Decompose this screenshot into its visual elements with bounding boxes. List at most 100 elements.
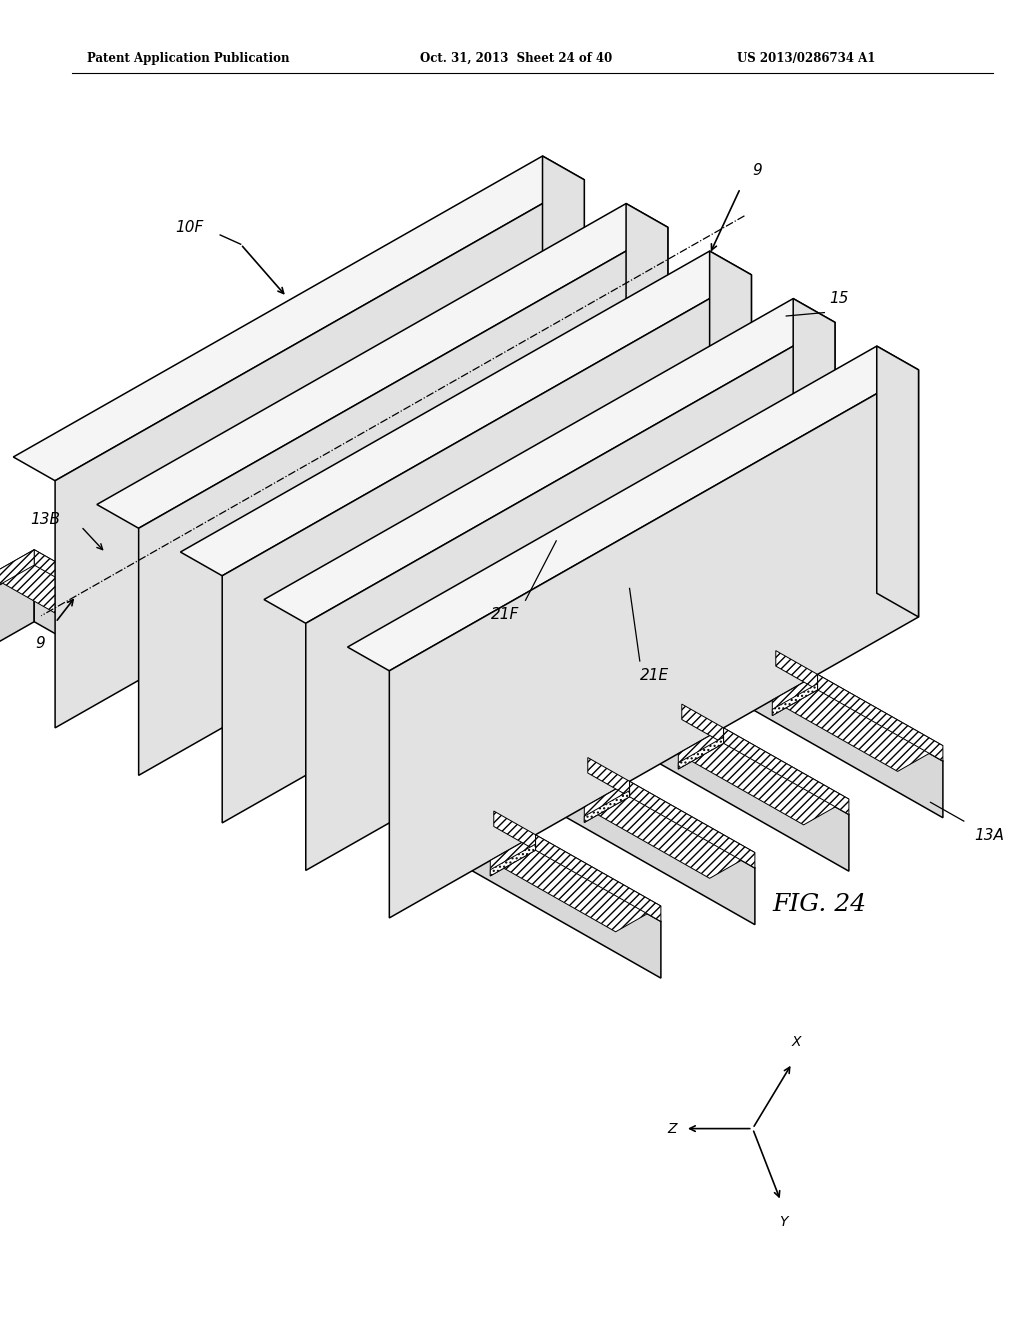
Polygon shape — [431, 561, 473, 601]
Polygon shape — [83, 496, 755, 878]
Polygon shape — [222, 442, 849, 814]
Polygon shape — [525, 508, 567, 548]
Polygon shape — [438, 494, 483, 525]
Polygon shape — [337, 615, 379, 655]
Polygon shape — [626, 203, 668, 474]
Polygon shape — [316, 405, 943, 817]
Polygon shape — [83, 512, 755, 894]
Polygon shape — [180, 251, 752, 576]
Polygon shape — [306, 322, 835, 870]
Polygon shape — [34, 549, 660, 921]
Polygon shape — [521, 532, 567, 573]
Polygon shape — [334, 648, 379, 680]
Polygon shape — [411, 763, 452, 803]
Polygon shape — [264, 298, 835, 623]
Polygon shape — [501, 743, 546, 775]
Polygon shape — [521, 541, 567, 573]
Text: 9: 9 — [36, 636, 45, 651]
Polygon shape — [598, 656, 640, 696]
Polygon shape — [347, 346, 919, 671]
Polygon shape — [494, 810, 536, 850]
Text: 13B: 13B — [31, 512, 60, 527]
Text: 9: 9 — [753, 162, 763, 178]
Polygon shape — [421, 663, 463, 702]
Polygon shape — [794, 298, 835, 569]
Polygon shape — [689, 627, 734, 668]
Polygon shape — [128, 496, 755, 869]
Polygon shape — [55, 180, 585, 727]
Polygon shape — [254, 568, 295, 607]
Polygon shape — [772, 684, 817, 715]
Polygon shape — [222, 275, 752, 822]
Polygon shape — [250, 591, 295, 632]
Polygon shape — [0, 549, 34, 591]
Polygon shape — [0, 565, 34, 647]
Polygon shape — [678, 737, 724, 770]
Polygon shape — [128, 512, 755, 924]
Polygon shape — [240, 701, 285, 734]
Polygon shape — [324, 739, 369, 781]
Polygon shape — [83, 496, 128, 537]
Polygon shape — [689, 636, 734, 668]
Polygon shape — [240, 692, 285, 734]
Polygon shape — [595, 680, 640, 722]
Polygon shape — [0, 565, 660, 948]
Polygon shape — [490, 843, 536, 876]
Polygon shape — [177, 458, 849, 841]
Polygon shape — [692, 603, 734, 643]
Polygon shape — [327, 715, 369, 755]
Polygon shape — [504, 710, 546, 750]
Text: 15: 15 — [829, 290, 849, 306]
Polygon shape — [605, 589, 650, 620]
Polygon shape — [776, 651, 817, 690]
Polygon shape — [34, 565, 660, 978]
Polygon shape — [515, 609, 556, 648]
Text: Z: Z — [667, 1122, 677, 1135]
Polygon shape — [608, 556, 650, 595]
Polygon shape — [177, 442, 849, 825]
Polygon shape — [156, 653, 202, 686]
Polygon shape — [271, 389, 316, 430]
Polygon shape — [428, 585, 473, 627]
Polygon shape — [177, 442, 222, 484]
Text: Oct. 31, 2013  Sheet 24 of 40: Oct. 31, 2013 Sheet 24 of 40 — [420, 51, 612, 65]
Polygon shape — [156, 644, 202, 686]
Polygon shape — [595, 689, 640, 722]
Polygon shape — [177, 458, 222, 541]
Polygon shape — [511, 642, 556, 675]
Polygon shape — [490, 834, 536, 876]
Polygon shape — [222, 458, 849, 871]
Polygon shape — [441, 461, 483, 500]
Polygon shape — [160, 620, 202, 660]
Polygon shape — [710, 251, 752, 521]
Polygon shape — [250, 601, 295, 632]
Polygon shape — [438, 484, 483, 525]
Text: 13A: 13A — [974, 828, 1004, 842]
Polygon shape — [271, 405, 943, 787]
Text: 21F: 21F — [490, 607, 519, 622]
Polygon shape — [585, 781, 630, 822]
Polygon shape — [344, 546, 389, 579]
Polygon shape — [678, 727, 724, 770]
Polygon shape — [877, 346, 919, 616]
Polygon shape — [324, 748, 369, 781]
Polygon shape — [543, 156, 585, 426]
Polygon shape — [585, 791, 630, 822]
Polygon shape — [334, 639, 379, 680]
Polygon shape — [347, 513, 389, 553]
Polygon shape — [0, 549, 660, 932]
Text: X: X — [792, 1035, 802, 1049]
Text: 10F: 10F — [175, 219, 204, 235]
Polygon shape — [138, 227, 668, 775]
Polygon shape — [428, 594, 473, 627]
Polygon shape — [271, 405, 316, 487]
Text: FIG. 24: FIG. 24 — [772, 892, 866, 916]
Polygon shape — [389, 370, 919, 917]
Polygon shape — [501, 734, 546, 775]
Text: Y: Y — [779, 1214, 787, 1229]
Polygon shape — [511, 632, 556, 675]
Polygon shape — [682, 704, 724, 743]
Polygon shape — [407, 787, 452, 829]
Text: US 2013/0286734 A1: US 2013/0286734 A1 — [737, 51, 876, 65]
Polygon shape — [605, 579, 650, 620]
